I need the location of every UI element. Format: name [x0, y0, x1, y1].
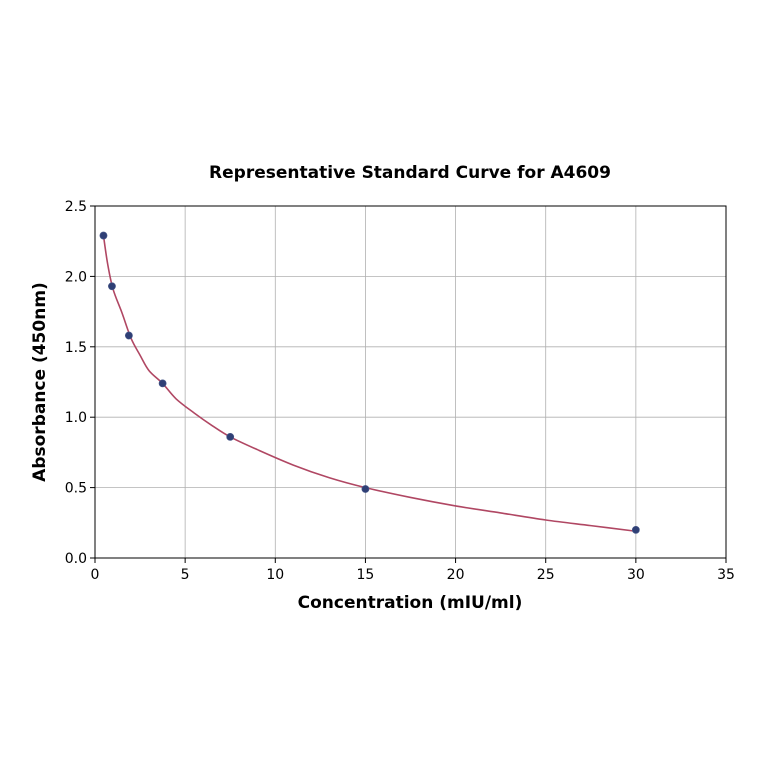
y-tick-label: 2.5 — [65, 199, 87, 215]
data-point — [108, 282, 116, 291]
y-tick-label: 1.5 — [65, 340, 87, 356]
x-axis-label: Concentration (mIU/ml) — [298, 593, 523, 613]
x-tick-label: 10 — [266, 567, 284, 583]
x-axis-ticks: 0 5 10 15 20 25 30 35 — [91, 558, 735, 583]
y-axis-ticks: 0.0 0.5 1.0 1.5 2.0 2.5 — [65, 199, 95, 567]
y-tick-label: 2.0 — [65, 269, 87, 285]
y-tick-label: 0.5 — [65, 481, 87, 497]
chart-title: Representative Standard Curve for A4609 — [209, 163, 611, 183]
x-tick-label: 5 — [181, 567, 190, 583]
fit-curve-line — [102, 235, 636, 533]
data-point — [99, 231, 108, 240]
data-point — [361, 485, 370, 493]
data-point — [124, 331, 133, 340]
x-tick-label: 25 — [537, 567, 555, 583]
y-tick-label: 0.0 — [65, 551, 87, 567]
x-tick-label: 15 — [357, 567, 375, 583]
x-tick-label: 30 — [627, 567, 645, 583]
x-tick-label: 0 — [91, 567, 100, 583]
y-tick-label: 1.0 — [65, 410, 87, 426]
data-point — [631, 525, 640, 534]
data-point — [226, 433, 235, 441]
data-points — [99, 231, 640, 534]
data-point — [158, 379, 167, 388]
x-tick-label: 35 — [717, 567, 735, 583]
y-axis-label: Absorbance (450nm) — [30, 282, 50, 482]
plot-frame — [94, 205, 727, 559]
x-tick-label: 20 — [447, 567, 465, 583]
fit-curve-layer — [102, 235, 636, 533]
